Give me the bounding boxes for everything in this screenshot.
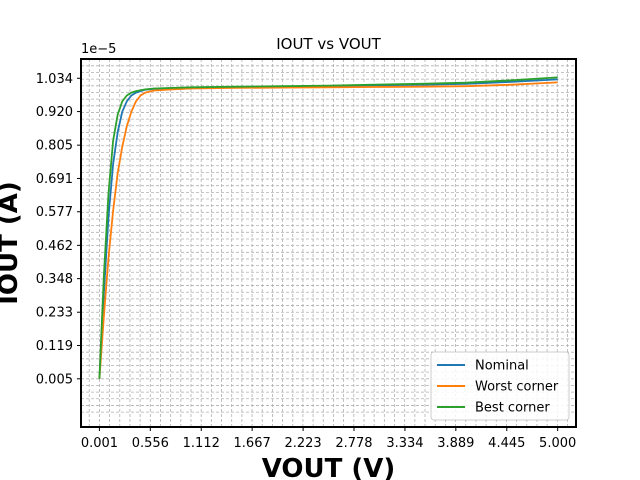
series-line (98, 76, 558, 379)
x-tick-label: 1.667 (234, 436, 271, 451)
y-tick-label: 0.005 (36, 372, 73, 387)
x-axis-label: VOUT (V) (262, 454, 396, 480)
plot-frame (80, 58, 577, 428)
y-tick-label: 0.348 (36, 272, 73, 287)
legend-entry: Nominal (475, 359, 529, 374)
y-tick-label: 0.577 (36, 205, 73, 220)
x-tick-label: 4.445 (488, 436, 525, 451)
x-ticks: 0.001 0.556 1.112 1.667 2.223 2.778 3.334 3.889… (81, 427, 576, 451)
x-tick-label: 3.889 (437, 436, 474, 451)
legend: Nominal Worst corner Best corner (430, 351, 570, 421)
legend-box (430, 351, 570, 421)
y-tick-label: 0.233 (36, 306, 73, 321)
legend-entry: Best corner (475, 401, 550, 416)
y-tick-label: 0.462 (36, 239, 73, 254)
x-tick-label: 3.334 (386, 436, 423, 451)
x-tick-label: 0.001 (81, 436, 118, 451)
y-axis-multiplier: 1e−5 (81, 42, 116, 57)
chart-title: IOUT vs VOUT (276, 35, 381, 53)
y-tick-label: 0.691 (36, 172, 73, 187)
legend-entry: Worst corner (475, 380, 559, 395)
x-tick-label: 0.556 (132, 436, 169, 451)
y-axis-label: IOUT (A) (0, 181, 24, 305)
y-tick-label: 1.034 (36, 72, 73, 87)
series-line (98, 81, 558, 379)
x-tick-label: 5.000 (539, 436, 576, 451)
x-tick-label: 2.778 (335, 436, 372, 451)
series-lines (98, 76, 558, 379)
y-tick-label: 0.119 (36, 339, 73, 354)
x-tick-label: 1.112 (183, 436, 220, 451)
x-tick-label: 2.223 (284, 436, 321, 451)
y-tick-label: 0.920 (36, 105, 73, 120)
y-tick-label: 0.805 (36, 139, 73, 154)
y-ticks: 0.005 0.119 0.233 0.348 0.462 0.577 0.691 0.805… (36, 72, 81, 387)
